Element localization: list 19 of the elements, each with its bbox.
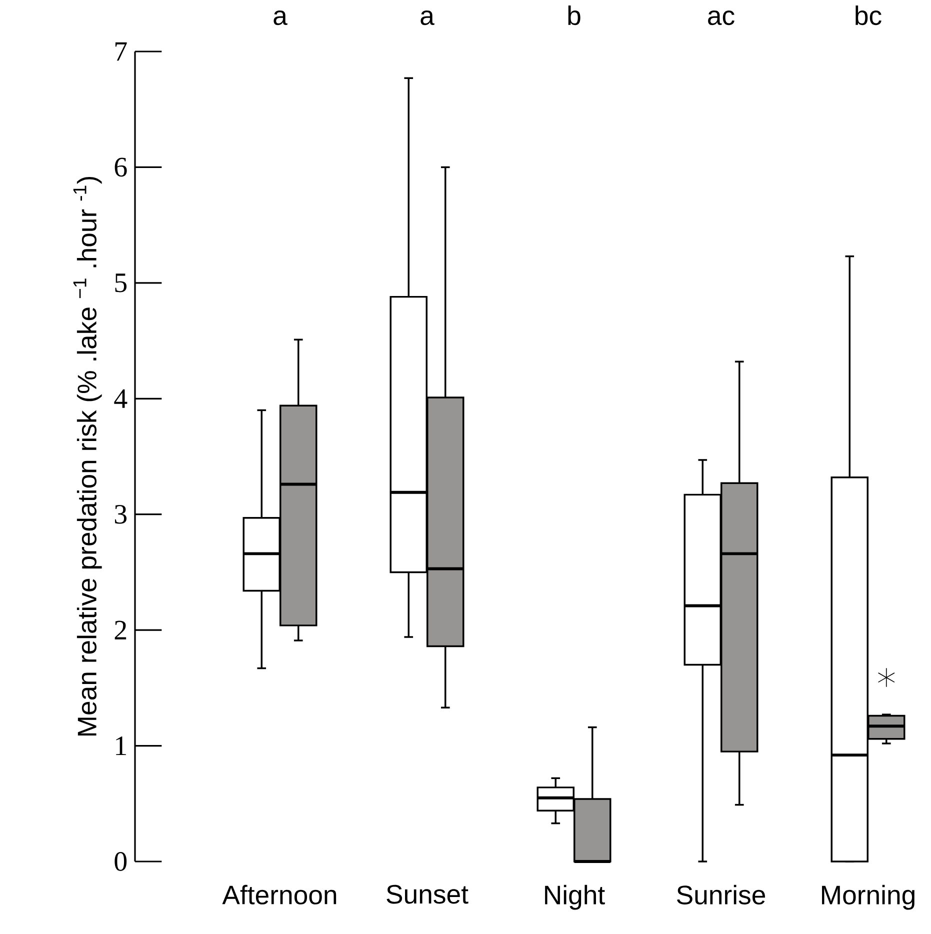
text: ac (708, 10, 734, 26)
y-tick-label: 6 (114, 158, 127, 177)
y-tick-label: 1 (116, 736, 126, 756)
x-tick-label: Morning (822, 884, 914, 910)
x-tick-label: Sunrise (677, 884, 766, 904)
text: bc (856, 6, 882, 26)
y-tick-label: 4 (114, 389, 128, 408)
y-tick-label: 0 (114, 852, 127, 871)
y-tick-label: 3 (114, 504, 127, 524)
x-tick-label: Afternoon (222, 884, 336, 904)
y-axis-title: Mean relative predation risk (% .lake $^{−1}$ .hour $^{-1}$) (73, 176, 102, 736)
y-tick-label: 7 (115, 42, 127, 61)
x-tick-label: Sunset (386, 884, 468, 904)
text: b (568, 6, 580, 26)
y-tick-label: 2 (114, 620, 126, 640)
text: a (274, 10, 288, 26)
y-tick-label: 5 (115, 274, 127, 292)
x-tick-label: Night (545, 884, 605, 910)
text: a (420, 10, 434, 26)
